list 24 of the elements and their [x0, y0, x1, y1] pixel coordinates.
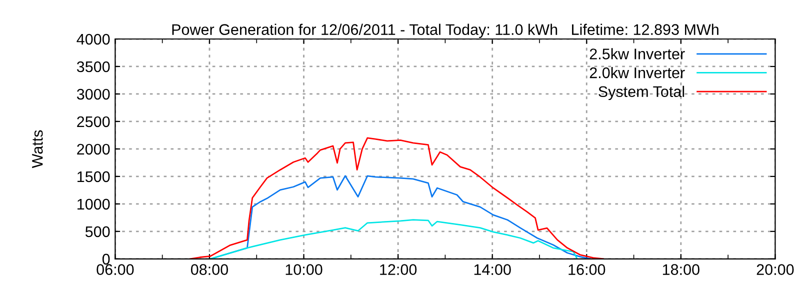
y-tick-label: 3000 — [76, 88, 110, 100]
x-tick-label: 12:00 — [380, 264, 417, 275]
y-axis-title: Watts — [32, 130, 43, 168]
y-tick-label: 500 — [85, 226, 110, 238]
y-tick-label: 0 — [102, 254, 110, 265]
legend-label: System Total — [598, 86, 684, 100]
chart-title: Power Generation for 12/06/2011 - Total Today: 11.0 kWh Lifetime: 12.893 MWh — [172, 24, 718, 38]
y-tick-label: 1500 — [78, 171, 110, 182]
x-tick-label: 10:00 — [286, 264, 322, 275]
y-tick-label: 3500 — [76, 61, 110, 72]
line-series — [189, 137, 604, 259]
y-tick-label: 1000 — [78, 198, 110, 210]
legend-label: 2.0kw Inverter — [590, 66, 685, 78]
legend-label: 2.5kw Inverter — [590, 48, 685, 60]
y-tick-label: 4000 — [76, 34, 110, 45]
x-tick-label: 06:00 — [96, 264, 134, 275]
x-tick-label: 14:00 — [474, 264, 511, 275]
line-series — [210, 219, 578, 259]
x-tick-label: 18:00 — [662, 264, 700, 275]
x-tick-label: 20:00 — [756, 264, 794, 275]
x-tick-label: 16:00 — [568, 264, 606, 275]
x-tick-label: 08:00 — [190, 264, 228, 275]
y-tick-label: 2500 — [77, 116, 110, 128]
y-tick-label: 2000 — [77, 144, 110, 155]
